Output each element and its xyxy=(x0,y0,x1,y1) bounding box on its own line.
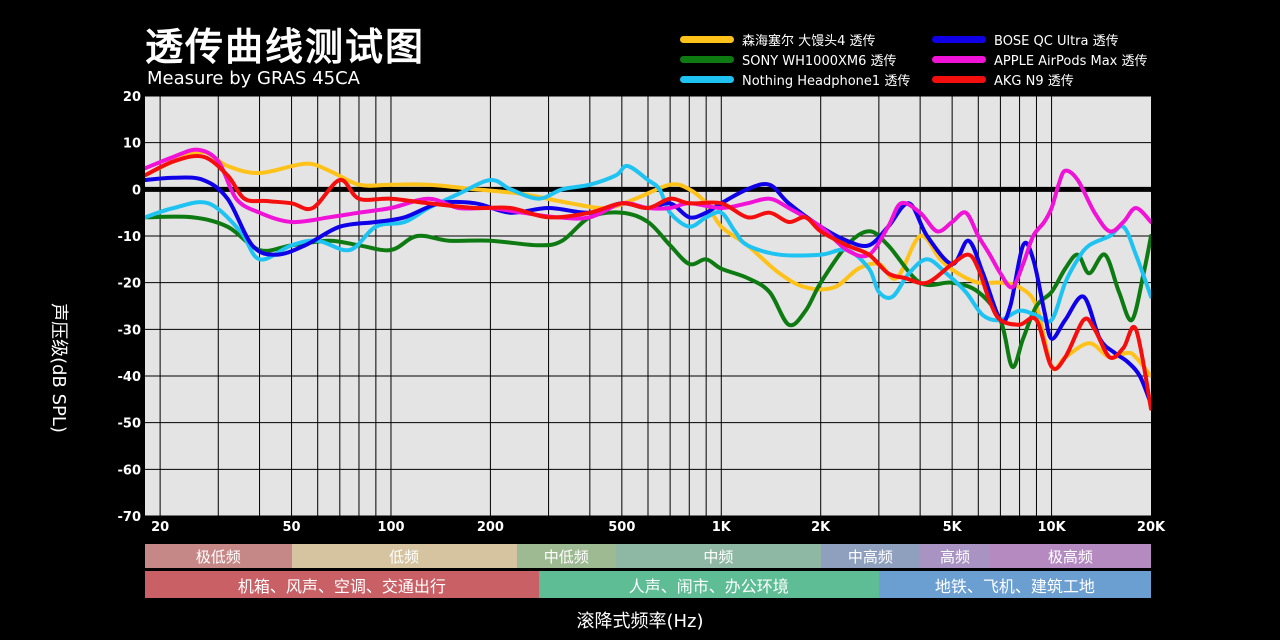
chart-title: 透传曲线测试图 xyxy=(145,25,426,69)
band-frequency-range: 极高频 xyxy=(989,544,1151,568)
y-axis-label: 声压级(dB SPL) xyxy=(48,303,69,433)
y-tick-label: 10 xyxy=(123,137,141,152)
y-tick-label: -70 xyxy=(118,510,142,525)
y-tick-label: -60 xyxy=(118,463,142,478)
band-noise-scenario: 机箱、风声、空调、交通出行 xyxy=(145,571,539,598)
legend-label: SONY WH1000XM6 透传 xyxy=(742,54,897,69)
band-frequency-range: 高频 xyxy=(920,544,990,568)
y-tick-label: -40 xyxy=(118,370,142,385)
band-frequency-range: 低频 xyxy=(291,544,517,568)
y-tick-label: -50 xyxy=(118,417,142,432)
band-frequency-range: 中低频 xyxy=(516,544,616,568)
legend: 森海塞尔 大馒头4 透传 SONY WH1000XM6 透传 Nothing Hea… xyxy=(680,30,1200,94)
band-noise-scenario: 地铁、飞机、建筑工地 xyxy=(878,571,1151,598)
x-tick-label: 20 xyxy=(151,520,169,535)
band-frequency-range: 中高频 xyxy=(820,544,921,568)
legend-swatch xyxy=(680,76,734,83)
y-tick-label: -20 xyxy=(118,277,142,292)
legend-item: APPLE AirPods Max 透传 xyxy=(932,50,1148,69)
chart-subtitle: Measure by GRAS 45CA xyxy=(147,68,360,89)
y-tick-label: 20 xyxy=(123,90,141,105)
legend-swatch xyxy=(932,36,986,43)
x-tick-label: 500 xyxy=(608,520,635,535)
series-line-6 xyxy=(145,153,1151,411)
legend-item: Nothing Headphone1 透传 xyxy=(680,70,910,89)
legend-label: BOSE QC Ultra 透传 xyxy=(994,34,1119,49)
x-axis-label: 滚降式频率(Hz) xyxy=(576,611,704,632)
legend-label: 森海塞尔 大馒头4 透传 xyxy=(742,34,876,49)
series-line-4 xyxy=(145,175,1151,406)
legend-label: AKG N9 透传 xyxy=(994,74,1074,89)
legend-swatch xyxy=(932,76,986,83)
legend-swatch xyxy=(932,56,986,63)
legend-label: APPLE AirPods Max 透传 xyxy=(994,54,1148,69)
x-tick-label: 200 xyxy=(477,520,504,535)
x-tick-label: 2K xyxy=(811,520,831,535)
x-tick-label: 20K xyxy=(1137,520,1166,535)
band-frequency-range: 中频 xyxy=(615,544,821,568)
x-tick-label: 10K xyxy=(1037,520,1066,535)
legend-item: SONY WH1000XM6 透传 xyxy=(680,50,897,69)
series-group xyxy=(145,147,1151,411)
series-line-3 xyxy=(145,163,1151,324)
legend-swatch xyxy=(680,56,734,63)
x-tick-label: 100 xyxy=(377,520,404,535)
legend-swatch xyxy=(680,36,734,43)
y-tick-label: -30 xyxy=(118,323,142,338)
band-noise-scenario: 人声、闹市、办公环境 xyxy=(538,571,879,598)
band-frequency-range: 极低频 xyxy=(145,544,292,568)
x-tick-label: 5K xyxy=(943,520,963,535)
y-tick-label: 0 xyxy=(132,183,141,198)
legend-item: 森海塞尔 大馒头4 透传 xyxy=(680,30,876,49)
series-line-5 xyxy=(145,147,1151,290)
x-tick-label: 50 xyxy=(283,520,301,535)
legend-item: AKG N9 透传 xyxy=(932,70,1074,89)
series-line-2 xyxy=(145,210,1151,369)
y-tick-label: -10 xyxy=(118,230,142,245)
legend-item: BOSE QC Ultra 透传 xyxy=(932,30,1119,49)
legend-label: Nothing Headphone1 透传 xyxy=(742,74,911,89)
x-tick-label: 1K xyxy=(712,520,732,535)
